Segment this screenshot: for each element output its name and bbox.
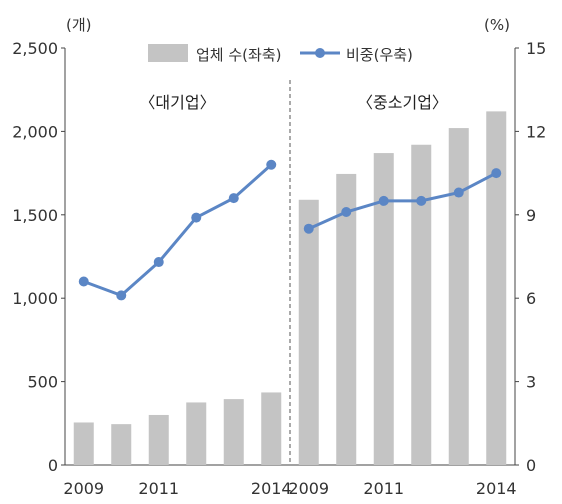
left-tick-label: 1,000 <box>12 289 58 308</box>
share-point <box>491 168 502 179</box>
legend-line-label: 비중(우축) <box>346 46 413 64</box>
share-point <box>191 212 202 223</box>
share-point <box>266 159 277 170</box>
x-tick-label: 2009 <box>288 479 329 498</box>
share-point <box>228 193 239 204</box>
bar <box>411 144 432 465</box>
right-tick-label: 6 <box>526 289 536 308</box>
left-tick-label: 500 <box>27 373 58 392</box>
bar <box>448 128 469 465</box>
bar <box>111 424 132 465</box>
share-point <box>116 290 127 301</box>
x-tick-label: 2014 <box>476 479 517 498</box>
share-point <box>153 257 164 268</box>
share-point <box>453 187 464 198</box>
right-tick-label: 3 <box>526 373 536 392</box>
right-axis-unit: (%) <box>484 16 510 34</box>
left-axis-unit: (개) <box>66 16 92 34</box>
right-tick-label: 0 <box>526 456 536 475</box>
right-tick-label: 12 <box>526 122 546 141</box>
share-point <box>303 223 314 234</box>
left-tick-label: 0 <box>48 456 58 475</box>
share-point <box>378 195 389 206</box>
share-line <box>83 163 273 298</box>
share-point <box>78 276 89 287</box>
bar <box>373 153 394 466</box>
share-point <box>416 195 427 206</box>
left-tick-label: 1,500 <box>12 206 58 225</box>
x-tick-label: 2009 <box>63 479 104 498</box>
left-tick-label: 2,000 <box>12 122 58 141</box>
x-tick-label: 2011 <box>363 479 404 498</box>
bar <box>223 399 244 465</box>
legend-bar-swatch <box>148 44 188 62</box>
bar <box>261 392 282 465</box>
bar <box>486 111 507 465</box>
bar <box>73 422 94 465</box>
legend-line-marker <box>315 48 325 58</box>
panel-label: 〈대기업〉 <box>139 93 215 112</box>
bar <box>298 199 319 465</box>
x-tick-label: 2014 <box>251 479 292 498</box>
legend-bar-label: 업체 수(좌축) <box>196 46 281 64</box>
x-tick-label: 2011 <box>138 479 179 498</box>
bar <box>186 402 207 465</box>
left-tick-label: 2,500 <box>12 39 58 58</box>
right-tick-label: 15 <box>526 39 546 58</box>
panel-label: 〈중소기업〉 <box>357 93 448 112</box>
bar <box>336 173 357 465</box>
share-point <box>341 207 352 218</box>
bar <box>148 414 169 465</box>
right-tick-label: 9 <box>526 206 536 225</box>
share-line <box>308 171 497 231</box>
